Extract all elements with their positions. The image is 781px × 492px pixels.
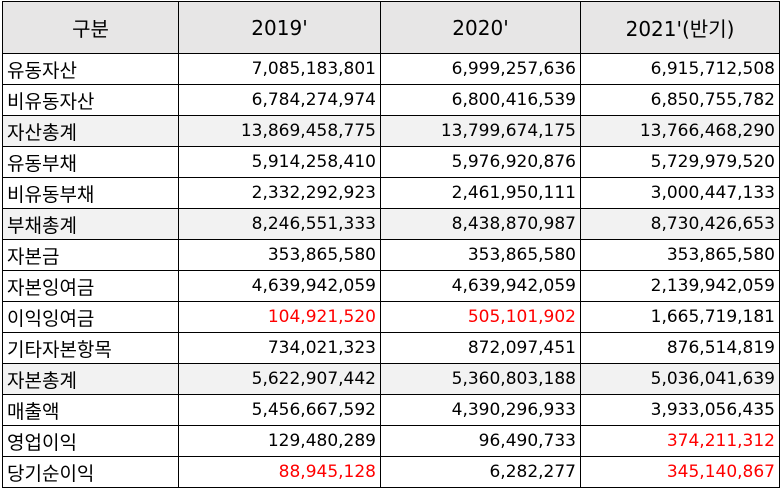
value-cell: 13,799,674,175 [380,115,581,147]
table-row: 유동자산 7,085,183,801 6,999,257,636 6,915,712,… [2,53,780,85]
table-row: 이익잉여금 104,921,520 505,101,902 1,665,719,181 [2,301,780,333]
value-cell: 5,360,803,188 [380,363,581,395]
value-cell: 7,085,183,801 [178,53,381,85]
value-cell: 2,139,942,059 [580,270,780,302]
row-label: 유동부채 [2,146,179,178]
value-cell: 4,639,942,059 [380,270,581,302]
value-cell: 6,915,712,508 [580,53,780,85]
value-cell: 353,865,580 [580,239,780,271]
row-label: 자본총계 [2,363,179,395]
table-row: 부채총계 8,246,551,333 8,438,870,987 8,730,426,… [2,208,780,240]
row-label: 유동자산 [2,53,179,85]
row-label: 비유동부채 [2,177,179,209]
table-row: 영업이익 129,480,289 96,490,733 374,211,312 [2,425,780,457]
value-cell: 88,945,128 [178,456,381,488]
table-row: 기타자본항목 734,021,323 872,097,451 876,514,819 [2,332,780,364]
row-label: 비유동자산 [2,84,179,116]
row-label: 당기순이익 [2,456,179,488]
value-cell: 129,480,289 [178,425,381,457]
value-cell: 13,869,458,775 [178,115,381,147]
value-cell: 2,461,950,111 [380,177,581,209]
table-body: 유동자산 7,085,183,801 6,999,257,636 6,915,712,… [2,53,780,488]
table-row: 자산총계 13,869,458,775 13,799,674,175 13,766,4… [2,115,780,147]
value-cell: 3,933,056,435 [580,394,780,426]
table-row: 자본총계 5,622,907,442 5,360,803,188 5,036,041,… [2,363,780,395]
value-cell: 5,622,907,442 [178,363,381,395]
value-cell: 345,140,867 [580,456,780,488]
row-label: 부채총계 [2,208,179,240]
value-cell: 872,097,451 [380,332,581,364]
row-label: 매출액 [2,394,179,426]
table-row: 당기순이익 88,945,128 6,282,277 345,140,867 [2,456,780,488]
value-cell: 353,865,580 [178,239,381,271]
header-cell: 2021'(반기) [580,1,780,54]
value-cell: 5,729,979,520 [580,146,780,178]
value-cell: 13,766,468,290 [580,115,780,147]
value-cell: 8,246,551,333 [178,208,381,240]
value-cell: 8,730,426,653 [580,208,780,240]
value-cell: 6,282,277 [380,456,581,488]
table-row: 비유동자산 6,784,274,974 6,800,416,539 6,850,755… [2,84,780,116]
table-row: 매출액 5,456,667,592 4,390,296,933 3,933,056,4… [2,394,780,426]
value-cell: 104,921,520 [178,301,381,333]
row-label: 자본잉여금 [2,270,179,302]
value-cell: 6,999,257,636 [380,53,581,85]
value-cell: 5,456,667,592 [178,394,381,426]
value-cell: 876,514,819 [580,332,780,364]
row-label: 영업이익 [2,425,179,457]
value-cell: 4,639,942,059 [178,270,381,302]
row-label: 기타자본항목 [2,332,179,364]
value-cell: 96,490,733 [380,425,581,457]
row-label: 이익잉여금 [2,301,179,333]
header-cell: 2019' [178,1,381,54]
value-cell: 8,438,870,987 [380,208,581,240]
value-cell: 6,784,274,974 [178,84,381,116]
value-cell: 5,914,258,410 [178,146,381,178]
table-row: 비유동부채 2,332,292,923 2,461,950,111 3,000,447… [2,177,780,209]
value-cell: 374,211,312 [580,425,780,457]
row-label: 자산총계 [2,115,179,147]
header-row: 구분 2019' 2020' 2021'(반기) [2,1,780,54]
value-cell: 5,036,041,639 [580,363,780,395]
header-cell: 2020' [380,1,581,54]
value-cell: 3,000,447,133 [580,177,780,209]
value-cell: 734,021,323 [178,332,381,364]
table-row: 자본잉여금 4,639,942,059 4,639,942,059 2,139,942… [2,270,780,302]
value-cell: 505,101,902 [380,301,581,333]
table-row: 유동부채 5,914,258,410 5,976,920,876 5,729,979,… [2,146,780,178]
value-cell: 6,850,755,782 [580,84,780,116]
value-cell: 2,332,292,923 [178,177,381,209]
value-cell: 6,800,416,539 [380,84,581,116]
value-cell: 4,390,296,933 [380,394,581,426]
value-cell: 5,976,920,876 [380,146,581,178]
value-cell: 1,665,719,181 [580,301,780,333]
table-row: 자본금 353,865,580 353,865,580 353,865,580 [2,239,780,271]
value-cell: 353,865,580 [380,239,581,271]
row-label: 자본금 [2,239,179,271]
header-cell: 구분 [2,1,179,54]
